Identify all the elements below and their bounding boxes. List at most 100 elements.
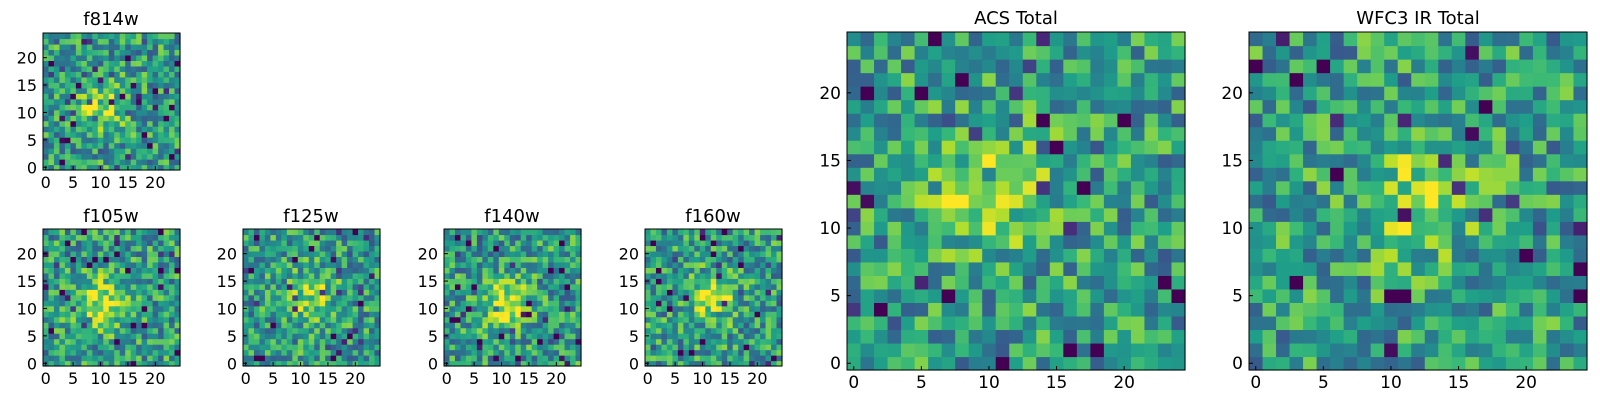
- heatmap-cell: [444, 300, 451, 307]
- heatmap-cell: [860, 45, 875, 60]
- heatmap-cell: [75, 250, 82, 257]
- heatmap-cell: [672, 289, 679, 296]
- heatmap-cell: [1519, 167, 1534, 182]
- heatmap-cell: [81, 38, 88, 45]
- heatmap-cell: [509, 261, 516, 268]
- heatmap-cell: [982, 248, 997, 263]
- heatmap-cell: [1262, 194, 1277, 209]
- heatmap-cell: [1465, 72, 1480, 87]
- heatmap-cell: [125, 245, 132, 252]
- heatmap-cell: [108, 60, 115, 67]
- heatmap-cell: [465, 229, 472, 236]
- heatmap-cell: [1370, 180, 1385, 195]
- heatmap-cell: [575, 267, 582, 274]
- heatmap-cell: [86, 120, 93, 127]
- heatmap-cell: [308, 311, 315, 318]
- heatmap-cell: [1303, 194, 1318, 209]
- heatmap-cell: [174, 311, 181, 318]
- heatmap-cell: [48, 109, 55, 116]
- heatmap-cell: [1546, 302, 1561, 317]
- heatmap-cell: [48, 245, 55, 252]
- heatmap-cell: [1492, 329, 1507, 344]
- heatmap-cell: [955, 207, 970, 222]
- heatmap-cell: [743, 234, 750, 241]
- heatmap-cell: [169, 82, 176, 89]
- heatmap-cell: [650, 360, 657, 367]
- y-tick-label: 5: [830, 287, 841, 307]
- heatmap-cell: [147, 71, 154, 78]
- heatmap-cell: [97, 82, 104, 89]
- heatmap-cell: [158, 164, 165, 171]
- heatmap-cell: [130, 98, 137, 105]
- heatmap-cell: [482, 294, 489, 301]
- heatmap-cell: [1505, 302, 1520, 317]
- heatmap-cell: [130, 355, 137, 362]
- heatmap-cell: [847, 126, 862, 141]
- heatmap-cell: [666, 234, 673, 241]
- heatmap-cell: [887, 99, 902, 114]
- heatmap-cell: [1492, 167, 1507, 182]
- heatmap-cell: [914, 356, 929, 371]
- heatmap-cell: [1117, 126, 1132, 141]
- heatmap-cell: [163, 229, 170, 236]
- heatmap-cell: [297, 349, 304, 356]
- heatmap-cell: [1009, 288, 1024, 303]
- heatmap-cell: [771, 349, 778, 356]
- heatmap-cell: [147, 338, 154, 345]
- heatmap-cell: [1384, 207, 1399, 222]
- heatmap-cell: [174, 289, 181, 296]
- heatmap-cell: [776, 250, 783, 257]
- heatmap-cell: [465, 289, 472, 296]
- heatmap-cell: [308, 229, 315, 236]
- heatmap-cell: [286, 234, 293, 241]
- heatmap-cell: [281, 239, 288, 247]
- heatmap-cell: [449, 239, 456, 247]
- heatmap-cell: [570, 256, 577, 263]
- heatmap-cell: [1076, 207, 1091, 222]
- heatmap-cell: [968, 342, 983, 358]
- heatmap-cell: [650, 305, 657, 312]
- heatmap-cell: [1438, 126, 1453, 141]
- heatmap-cell: [75, 126, 82, 133]
- heatmap-cell: [163, 120, 170, 127]
- heatmap-cell: [1370, 45, 1385, 60]
- heatmap-cell: [264, 333, 271, 340]
- heatmap-cell: [476, 327, 483, 334]
- heatmap-cell: [163, 250, 170, 257]
- heatmap-cell: [352, 294, 359, 301]
- heatmap-cell: [847, 221, 862, 236]
- heatmap-cell: [48, 120, 55, 127]
- heatmap-cell: [1036, 153, 1051, 168]
- heatmap-cell: [760, 267, 767, 274]
- heatmap-cell: [92, 322, 99, 329]
- heatmap-cell: [995, 315, 1010, 331]
- heatmap-cell: [86, 65, 93, 72]
- heatmap-cell: [666, 360, 673, 367]
- heatmap-cell: [666, 256, 673, 263]
- heatmap-cell: [108, 87, 115, 94]
- heatmap-cell: [716, 239, 723, 247]
- heatmap-cell: [1519, 113, 1534, 128]
- heatmap-cell: [147, 137, 154, 144]
- heatmap-cell: [771, 250, 778, 257]
- heatmap-cell: [64, 283, 71, 290]
- y-tick-label: 20: [619, 245, 639, 264]
- heatmap-cell: [914, 315, 929, 331]
- heatmap-cell: [705, 250, 712, 257]
- heatmap-cell: [683, 333, 690, 340]
- heatmap-cell: [710, 305, 717, 312]
- heatmap-cell: [147, 267, 154, 274]
- heatmap-cell: [1171, 153, 1186, 168]
- heatmap-cell: [460, 294, 467, 301]
- heatmap-cell: [125, 109, 132, 116]
- heatmap-cell: [487, 333, 494, 340]
- heatmap-cell: [174, 54, 181, 61]
- heatmap-cell: [363, 256, 370, 263]
- heatmap-cell: [174, 229, 181, 236]
- heatmap-cell: [710, 338, 717, 345]
- heatmap-cell: [292, 256, 299, 263]
- heatmap-cell: [248, 349, 255, 356]
- heatmap-cells: [444, 229, 582, 367]
- heatmap-cell: [1090, 302, 1105, 317]
- heatmap-cell: [721, 278, 728, 285]
